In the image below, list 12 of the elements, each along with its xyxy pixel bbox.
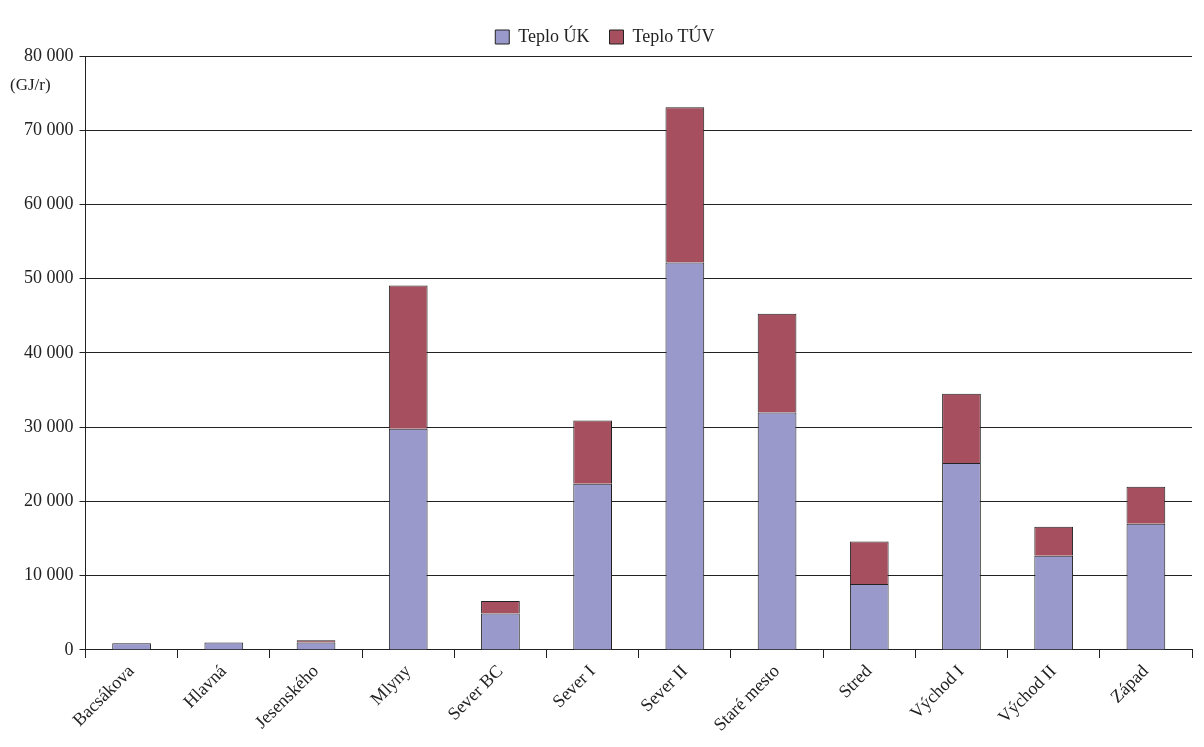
legend-label: Teplo TÚV: [632, 24, 715, 46]
y-tick-label: 60 000: [24, 193, 74, 214]
legend-label: Teplo ÚK: [518, 24, 590, 46]
y-tick-label: 10 000: [24, 564, 74, 585]
y-tick-label: 50 000: [24, 267, 74, 288]
y-tick-label: 30 000: [24, 415, 74, 436]
y-tick-label: 70 000: [24, 118, 74, 139]
y-axis-title: (GJ/r): [10, 75, 51, 95]
y-tick-label: 20 000: [24, 490, 74, 511]
y-tick-label: 0: [64, 638, 74, 659]
y-tick-label: 40 000: [24, 341, 74, 362]
y-tick-label: 80 000: [24, 44, 74, 65]
